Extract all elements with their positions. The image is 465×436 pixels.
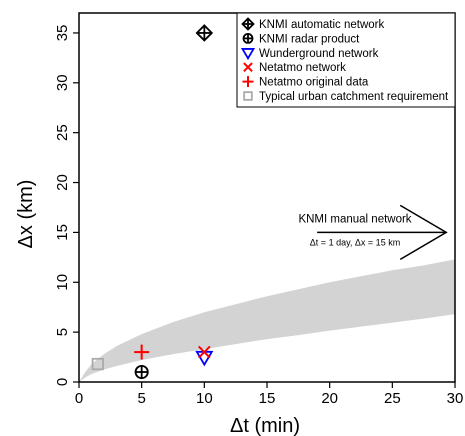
annotation-subtitle: Δt = 1 day, Δx = 15 km [310,237,400,247]
y-tick-label: 15 [54,224,71,241]
x-tick-label: 20 [321,390,338,407]
y-tick-label: 30 [54,74,71,91]
annotation-title: KNMI manual network [298,213,411,225]
legend-box [236,12,456,108]
legend-marker-plus [242,76,254,88]
x-tick-label: 0 [75,390,83,407]
legend-entry: Netatmo network [259,62,346,74]
y-tick-label: 25 [54,124,71,141]
x-axis: 0 5 10 15 20 25 30 [75,382,464,407]
x-axis-title: Δt (min) [230,415,300,436]
x-tick-label: 30 [447,390,464,407]
data-point-diamond-cross [195,24,214,42]
data-point-plus [134,344,150,360]
legend-entry: KNMI automatic network [259,19,385,31]
legend-entry: Netatmo original data [259,77,369,89]
legend-marker-triangle-down [240,48,256,61]
shaded-region-layer [79,259,455,382]
legend-marker-x [243,62,253,73]
annotation-layer: KNMI manual network Δt = 1 day, Δx = 15 k… [298,204,448,261]
data-point-circle-plus [134,364,149,380]
shaded-region [79,259,455,382]
x-tick-label: 5 [137,390,145,407]
data-point-square [91,357,104,371]
data-point-x [198,345,211,359]
y-tick-label: 20 [54,174,71,191]
x-tick-label: 25 [384,390,401,407]
y-tick-label: 5 [54,328,71,336]
legend-marker-circle-plus [242,32,254,44]
y-tick-label: 35 [54,25,71,42]
y-axis: 0 5 10 15 20 25 30 35 [54,25,79,386]
legend: KNMI automatic network KNMI radar product… [236,12,456,108]
legend-marker-square [243,91,253,101]
annotation-arrow-head [399,204,448,261]
y-tick-label: 0 [54,378,71,386]
y-axis-title: Δx (km) [15,180,37,249]
data-points-layer [91,24,214,380]
data-point-triangle-down [195,350,214,367]
legend-entry: KNMI radar product [259,33,360,45]
x-tick-label: 15 [259,390,276,407]
x-tick-label: 10 [196,390,213,407]
y-tick-label: 10 [54,274,71,291]
legend-entry: Typical urban catchment requirement [259,91,449,103]
legend-entry: Wunderground network [259,48,379,60]
legend-marker-diamond-cross [241,17,255,31]
